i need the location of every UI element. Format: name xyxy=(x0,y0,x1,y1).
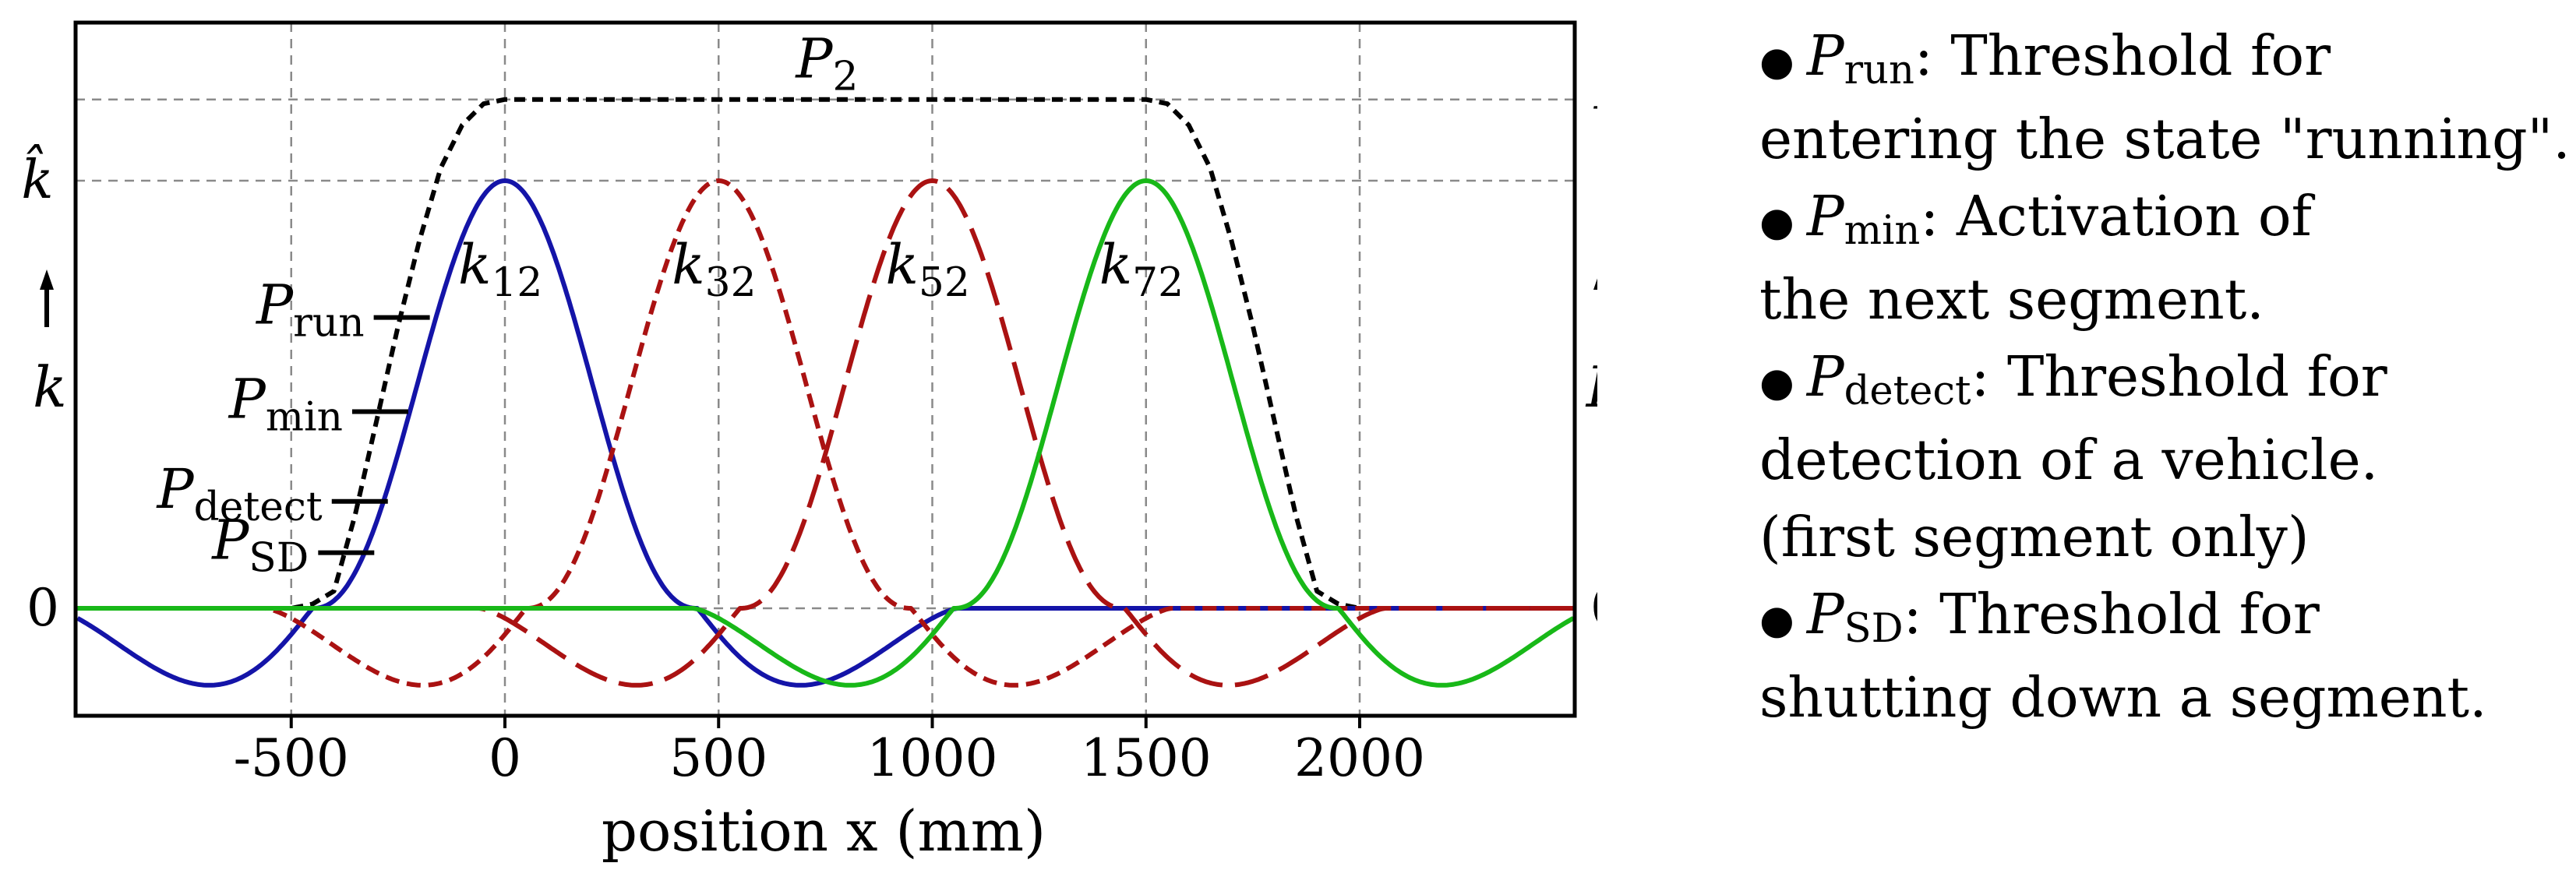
x-tick-label: 0 xyxy=(489,728,521,788)
y-axis-right: P̂2 P 0 xyxy=(1585,63,1597,638)
legend-item-SD: ● PSD: Threshold for xyxy=(1759,576,2570,659)
y-right-var-label: P xyxy=(1585,354,1597,420)
threshold-label-run: Prun xyxy=(255,273,365,347)
bullet-icon: ● xyxy=(1759,360,1807,406)
legend-continuation: entering the state "running". xyxy=(1759,107,2571,171)
series-k32-line xyxy=(77,178,1574,688)
curve-labels: P2 k12 k32 k52 k72 xyxy=(458,27,1184,306)
y-left-arrowhead xyxy=(40,269,54,290)
x-tick-label: 2000 xyxy=(1294,728,1425,788)
legend-var: P xyxy=(1806,23,1844,88)
x-tick-label: 1000 xyxy=(867,728,998,788)
legend-item-run: ● Prun: Threshold for xyxy=(1759,17,2570,100)
threshold-label-detect: Pdetect xyxy=(156,457,323,530)
series-P2-line xyxy=(77,97,1574,611)
legend-var: P xyxy=(1806,344,1844,409)
threshold-label-SD: PSD xyxy=(210,509,309,582)
series-k52-label: k52 xyxy=(886,233,970,306)
legend: ● Prun: Threshold for entering the state … xyxy=(1759,17,2571,736)
series-k12-label: k12 xyxy=(458,233,542,306)
legend-item-min: ● Pmin: Activation of xyxy=(1759,178,2570,261)
legend-continuation: the next segment. xyxy=(1759,267,2264,332)
legend-sub: detect xyxy=(1844,368,1971,415)
y-axis-left: k̂ k 0 xyxy=(21,143,66,638)
series-k72-line xyxy=(77,178,1575,688)
legend-sub: SD xyxy=(1844,606,1904,653)
series-k72-label: k72 xyxy=(1099,233,1184,306)
legend-text: : Threshold for xyxy=(1971,344,2387,409)
series-P2-label: P2 xyxy=(794,27,858,100)
x-axis-label: position x (mm) xyxy=(602,798,1046,864)
legend-text: : Threshold for xyxy=(1914,23,2331,88)
x-tick-label: 1500 xyxy=(1081,728,1212,788)
curves xyxy=(76,97,1575,688)
bullet-icon: ● xyxy=(1759,597,1807,643)
legend-var: P xyxy=(1806,184,1844,248)
y-right-arrowhead xyxy=(1593,278,1597,290)
y-left-zero-label: 0 xyxy=(26,578,59,638)
plot-frame xyxy=(73,20,1577,718)
legend-var: P xyxy=(1806,582,1844,646)
legend-item-detect: ● Pdetect: Threshold for xyxy=(1759,338,2570,421)
x-tick-label: 500 xyxy=(669,728,768,788)
legend-continuation: detection of a vehicle. xyxy=(1759,428,2379,492)
grid xyxy=(76,23,1575,716)
series-k32-label: k32 xyxy=(672,233,756,306)
legend-sub: min xyxy=(1844,208,1921,255)
bullet-icon: ● xyxy=(1759,199,1807,245)
chart: -500 0 500 1000 1500 2000 position x (mm) k̂k… xyxy=(21,20,1597,864)
legend-text: : Threshold for xyxy=(1903,582,2320,646)
x-tick-label: -500 xyxy=(234,728,349,788)
x-axis: -500 0 500 1000 1500 2000 xyxy=(234,716,1425,788)
legend-sub: run xyxy=(1844,48,1914,94)
threshold-label-min: Pmin xyxy=(228,367,343,440)
y-left-max-label: k̂ xyxy=(21,143,53,211)
legend-continuation: (first segment only) xyxy=(1759,505,2310,569)
bullet-icon: ● xyxy=(1759,39,1807,85)
y-right-max-label: P̂2 xyxy=(1593,63,1597,131)
y-right-zero-label: 0 xyxy=(1590,578,1597,638)
legend-continuation: shutting down a segment. xyxy=(1759,665,2487,730)
legend-text: : Activation of xyxy=(1920,184,2312,248)
y-left-var-label: k xyxy=(33,354,67,420)
